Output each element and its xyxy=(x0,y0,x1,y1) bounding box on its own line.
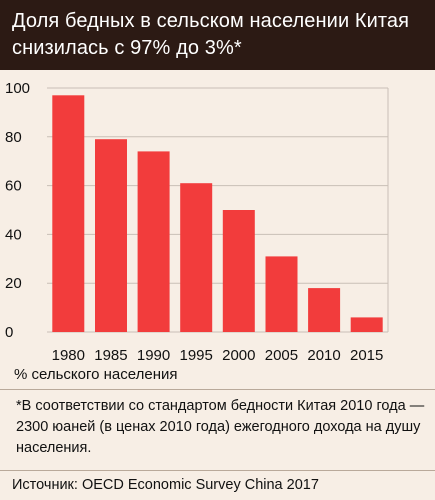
footnote: *В соответствии со стандартом бедности К… xyxy=(16,398,425,456)
chart-area: 0 20 40 60 80 100 1980 1985 1990 1995 2000 2005 2010… xyxy=(0,70,435,390)
bar-1980 xyxy=(52,95,85,332)
y-tick-label-0: 0 xyxy=(5,324,13,341)
x-tick-label-1985: 1985 xyxy=(94,347,127,364)
x-tick-label-1980: 1980 xyxy=(52,347,85,364)
x-tick-label-2010: 2010 xyxy=(307,347,340,364)
y-tick-label-100: 100 xyxy=(5,80,30,97)
source-note: Источник: OECD Economic Survey China 201… xyxy=(12,477,319,493)
divider-top xyxy=(0,389,435,390)
y-tick-label-40: 40 xyxy=(5,226,22,243)
x-tick-label-2005: 2005 xyxy=(265,347,298,364)
chart-header: Доля бедных в сельском населении Китая с… xyxy=(0,0,435,70)
divider-bottom xyxy=(0,470,435,471)
bar-2010 xyxy=(308,288,341,332)
y-axis-label: % сельского населения xyxy=(14,366,178,383)
bar-2005 xyxy=(265,256,298,332)
bar-1990 xyxy=(137,151,170,332)
x-tick-label-2000: 2000 xyxy=(222,347,255,364)
y-tick-label-80: 80 xyxy=(5,129,22,146)
bar-chart: 0 20 40 60 80 100 1980 1985 1990 1995 2000 2005 2010… xyxy=(5,80,389,364)
bar-1995 xyxy=(180,183,213,332)
x-tick-label-2015: 2015 xyxy=(350,347,383,364)
x-tick-label-1990: 1990 xyxy=(137,347,170,364)
x-tick-label-1995: 1995 xyxy=(180,347,213,364)
bar-2015 xyxy=(350,317,383,332)
bar-1985 xyxy=(95,139,127,332)
chart-title-line-2: снизилась с 97% до 3%* xyxy=(12,37,242,59)
bar-2000 xyxy=(222,210,255,332)
y-tick-label-60: 60 xyxy=(5,178,22,195)
y-tick-label-20: 20 xyxy=(5,275,22,292)
chart-title-line-1: Доля бедных в сельском населении Китая xyxy=(12,10,410,32)
